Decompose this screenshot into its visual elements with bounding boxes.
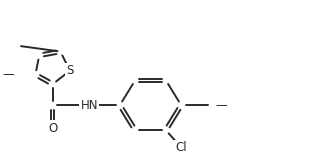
Text: Cl: Cl — [175, 141, 187, 154]
Text: O: O — [48, 122, 57, 135]
Text: S: S — [66, 64, 74, 77]
Text: —: — — [3, 68, 14, 81]
Text: HN: HN — [80, 99, 98, 112]
Text: —: — — [216, 99, 228, 112]
